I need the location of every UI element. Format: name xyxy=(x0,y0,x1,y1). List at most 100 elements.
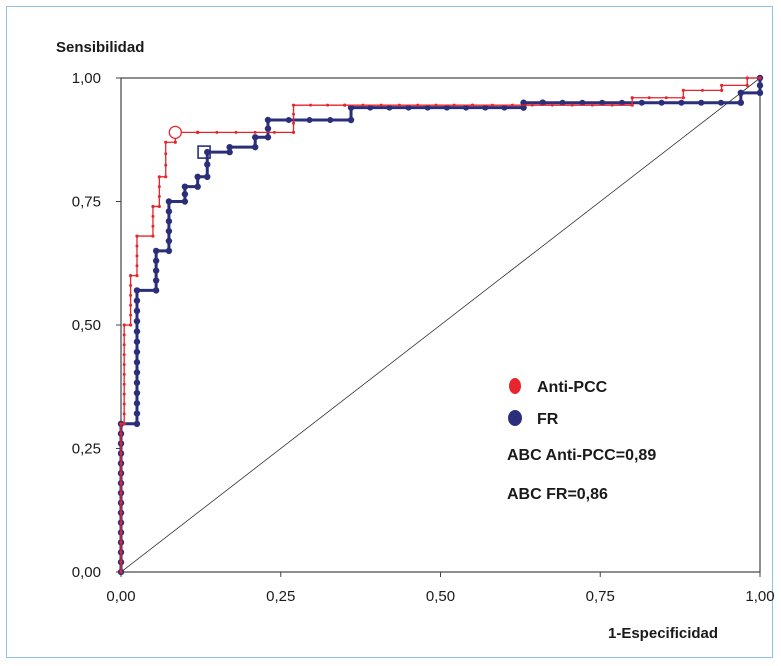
series-point-fr xyxy=(165,218,173,225)
series-point-anti-pcc xyxy=(122,343,126,347)
series-point-fr xyxy=(226,143,233,151)
series-point-anti-pcc xyxy=(590,103,594,107)
series-point-anti-pcc xyxy=(173,140,177,144)
series-point-fr xyxy=(226,148,233,156)
series-point-anti-pcc xyxy=(122,412,126,416)
series-point-fr xyxy=(756,89,764,97)
series-point-fr xyxy=(579,99,586,106)
series-point-anti-pcc xyxy=(129,293,133,297)
series-point-anti-pcc xyxy=(119,432,123,436)
series-point-fr xyxy=(405,104,412,111)
series-point-anti-pcc xyxy=(253,130,257,134)
series-point-anti-pcc xyxy=(119,511,123,515)
series-point-anti-pcc xyxy=(452,103,456,107)
series-point-fr xyxy=(347,104,355,111)
series-point-fr xyxy=(133,338,141,345)
x-tick-label: 0,75 xyxy=(586,588,615,605)
series-point-fr xyxy=(482,104,489,111)
annotation-auc-fr: ABC FR=0,86 xyxy=(507,486,608,503)
series-point-fr xyxy=(737,99,745,106)
series-point-fr xyxy=(424,104,431,111)
series-point-anti-pcc xyxy=(745,83,749,88)
series-point-anti-pcc xyxy=(745,76,749,80)
series-point-anti-pcc xyxy=(164,163,168,167)
series-point-anti-pcc xyxy=(215,130,219,134)
series-point-fr xyxy=(152,257,160,264)
x-tick-label: 0,50 xyxy=(426,588,455,605)
series-point-anti-pcc xyxy=(343,103,347,107)
series-point-fr xyxy=(204,148,211,156)
y-tick-label: 0,75 xyxy=(72,194,101,211)
y-tick-label: 0,25 xyxy=(72,441,101,458)
series-point-anti-pcc xyxy=(379,103,383,107)
legend: Anti-PCC FR ABC Anti-PCC=0,89 ABC FR=0,8… xyxy=(507,378,656,503)
series-point-fr xyxy=(133,369,141,376)
series-point-anti-pcc xyxy=(550,103,554,107)
series-point-anti-pcc xyxy=(135,254,139,258)
series-point-anti-pcc xyxy=(119,422,123,426)
series-point-anti-pcc xyxy=(416,103,420,107)
series-point-fr xyxy=(264,134,272,141)
series-point-anti-pcc xyxy=(119,521,123,525)
series-point-fr xyxy=(737,89,745,97)
series-point-anti-pcc xyxy=(291,103,296,107)
y-tick-label: 0,50 xyxy=(72,317,101,334)
series-point-anti-pcc xyxy=(119,550,123,554)
series-point-fr xyxy=(165,227,173,235)
series-point-anti-pcc xyxy=(119,451,123,455)
series-point-anti-pcc xyxy=(151,224,155,228)
series-point-fr xyxy=(165,208,173,215)
series-point-anti-pcc xyxy=(490,103,494,107)
series-point-anti-pcc xyxy=(122,353,126,357)
series-point-anti-pcc xyxy=(157,185,161,189)
series-point-anti-pcc xyxy=(720,88,724,92)
legend-label-fr: FR xyxy=(537,411,559,428)
series-point-anti-pcc xyxy=(196,130,200,134)
series-point-anti-pcc xyxy=(151,234,155,238)
series-point-anti-pcc xyxy=(664,96,668,100)
series-point-fr xyxy=(678,99,685,106)
series-point-anti-pcc xyxy=(129,313,133,317)
series-point-fr xyxy=(133,410,141,417)
series-point-anti-pcc xyxy=(157,175,161,179)
series-point-anti-pcc xyxy=(135,234,139,238)
series-point-anti-pcc xyxy=(122,363,126,367)
series-point-anti-pcc xyxy=(119,560,123,564)
series-point-fr xyxy=(251,134,259,141)
series-point-fr xyxy=(658,99,665,106)
series-point-fr xyxy=(152,247,160,255)
series-point-anti-pcc xyxy=(122,402,126,406)
series-point-fr xyxy=(165,237,173,245)
chart-frame xyxy=(6,6,773,658)
series-point-fr xyxy=(133,297,141,304)
series-point-anti-pcc xyxy=(530,103,534,107)
series-point-anti-pcc xyxy=(151,214,155,218)
legend-swatch-fr xyxy=(508,410,522,426)
series-point-anti-pcc xyxy=(630,96,634,100)
series-point-anti-pcc xyxy=(135,264,139,268)
series-point-anti-pcc xyxy=(122,422,126,426)
series-point-fr xyxy=(386,104,393,111)
series-layer xyxy=(117,74,764,576)
series-point-anti-pcc xyxy=(122,392,126,396)
series-point-fr xyxy=(347,116,355,124)
series-point-anti-pcc xyxy=(470,103,475,107)
series-point-anti-pcc xyxy=(119,501,123,505)
x-tick-label: 0,00 xyxy=(106,588,135,605)
legend-swatch-anti-pcc xyxy=(509,378,521,394)
series-point-anti-pcc xyxy=(119,530,123,534)
y-axis-title: Sensibilidad xyxy=(56,39,144,56)
series-point-fr xyxy=(443,104,450,111)
series-point-fr xyxy=(204,161,211,168)
series-point-fr xyxy=(520,104,527,111)
series-point-fr xyxy=(367,104,374,111)
series-point-anti-pcc xyxy=(119,540,123,544)
series-point-fr xyxy=(718,99,725,106)
cutoff-marker-fr xyxy=(197,145,211,159)
series-point-anti-pcc xyxy=(610,103,614,107)
series-point-anti-pcc xyxy=(164,152,168,156)
x-tick-label: 0,25 xyxy=(266,588,295,605)
series-point-anti-pcc xyxy=(128,274,133,278)
series-point-anti-pcc xyxy=(510,103,514,107)
